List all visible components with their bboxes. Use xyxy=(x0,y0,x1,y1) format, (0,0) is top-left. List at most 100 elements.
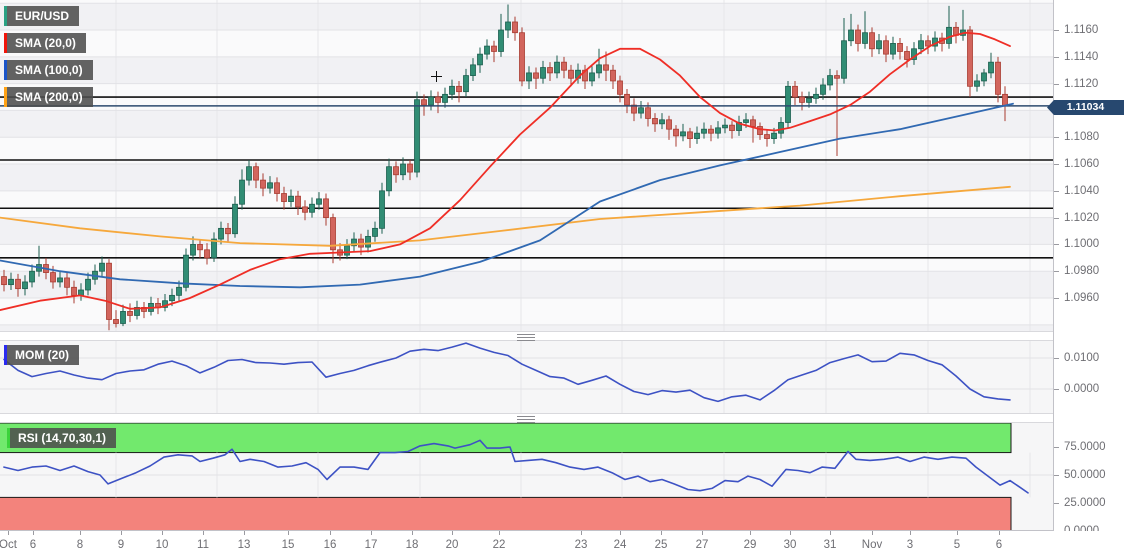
legend-mom-label: MOM (20) xyxy=(15,348,69,362)
drag-grip-icon xyxy=(517,334,535,341)
date-tick-label: 17 xyxy=(364,539,378,551)
date-tick-label: 30 xyxy=(783,539,797,551)
date-tickmark xyxy=(620,531,621,535)
date-tickmark xyxy=(872,531,873,535)
price-tick-label: 1.1040 xyxy=(1064,184,1100,197)
date-tickmark xyxy=(702,531,703,535)
date-tickmark xyxy=(830,531,831,535)
date-tickmark xyxy=(412,531,413,535)
rsi-tick-label-tickmark xyxy=(1054,446,1059,448)
date-tick-label: 25 xyxy=(654,539,668,551)
date-tickmark xyxy=(661,531,662,535)
rsi-tick-label: 25.0000 xyxy=(1064,496,1106,509)
date-tick-label: 23 xyxy=(574,539,588,551)
date-tick-label: 13 xyxy=(237,539,251,551)
date-tickmark xyxy=(371,531,372,535)
date-tick-label: 15 xyxy=(281,539,295,551)
price-tick-label-tickmark xyxy=(1054,164,1059,166)
date-tickmark xyxy=(452,531,453,535)
legend-sma200-label: SMA (200,0) xyxy=(15,90,83,104)
oversold-zone xyxy=(0,496,1012,532)
date-tickmark xyxy=(33,531,34,535)
horizontal-level-lines[interactable] xyxy=(0,96,1053,259)
sma-overlays xyxy=(0,31,1014,312)
date-tick-label: Nov xyxy=(861,539,883,551)
legend-eurusd-label: EUR/USD xyxy=(15,9,70,23)
price-tick-label: 1.0960 xyxy=(1064,292,1100,305)
legend-sma20-label: SMA (20,0) xyxy=(15,36,76,50)
date-tickmark xyxy=(581,531,582,535)
date-tick-label: 22 xyxy=(492,539,506,551)
date-tickmark xyxy=(499,531,500,535)
panel-resize-handle-mom[interactable] xyxy=(0,331,1124,341)
date-tick-label: 29 xyxy=(743,539,757,551)
eurusd-color-bar xyxy=(4,6,7,26)
date-tickmark xyxy=(121,531,122,535)
date-tickmark xyxy=(244,531,245,535)
price-tick-label-tickmark xyxy=(1054,217,1059,219)
sma20-color-bar xyxy=(4,33,7,53)
candlestick-series xyxy=(1,4,1008,331)
date-tick-label: 5 xyxy=(953,539,961,551)
mom-panel xyxy=(0,341,1053,413)
drag-grip-icon xyxy=(517,416,535,423)
legend-sma200[interactable]: SMA (200,0) xyxy=(4,87,93,107)
date-tickmark xyxy=(8,531,9,535)
last-price-badge: 1.11034 xyxy=(1047,100,1124,115)
legend-sma100[interactable]: SMA (100,0) xyxy=(4,60,93,80)
date-tick-label: 8 xyxy=(76,539,84,551)
time-axis[interactable]: Oct 6 8 9 10 11 13 15 16 17 18 20 22 23 24 25 27 29 30 31 No… xyxy=(0,531,1124,558)
date-tick-label: 3 xyxy=(906,539,914,551)
price-tick-label: 1.1140 xyxy=(1064,50,1099,63)
rsi-tick-label-tickmark xyxy=(1054,502,1059,504)
date-tickmark xyxy=(330,531,331,535)
price-tick-label: 1.1120 xyxy=(1064,77,1099,90)
legend-sma100-label: SMA (100,0) xyxy=(15,63,83,77)
date-tick-label: 16 xyxy=(323,539,337,551)
chart-plot-area[interactable] xyxy=(0,0,1053,558)
mom-tick-label-tickmark xyxy=(1054,389,1059,390)
date-tick-label: Oct xyxy=(0,539,17,551)
mom-tick-label: 0.0000 xyxy=(1064,383,1100,395)
date-tickmark xyxy=(80,531,81,535)
legend-rsi[interactable]: RSI (14,70,30,1) xyxy=(7,428,117,448)
legend-eurusd[interactable]: EUR/USD xyxy=(4,6,80,26)
rsi-tick-label: 50.0000 xyxy=(1064,468,1106,481)
panel-resize-handle-rsi[interactable] xyxy=(0,413,1124,423)
legend-mom[interactable]: MOM (20) xyxy=(4,345,79,365)
date-tick-label: 31 xyxy=(823,539,837,551)
price-tick-label: 1.1060 xyxy=(1064,158,1100,171)
rsi-color-bar xyxy=(7,428,10,448)
price-grid xyxy=(0,0,1053,331)
legend-rsi-label: RSI (14,70,30,1) xyxy=(18,431,107,445)
price-axis[interactable]: 1.1160 1.1140 1.1120 1.1080 1.1060 1.1040 1.10… xyxy=(1053,0,1124,537)
date-tickmark xyxy=(203,531,204,535)
date-tickmark xyxy=(910,531,911,535)
date-tick-label: 10 xyxy=(155,539,169,551)
price-tick-label: 1.1080 xyxy=(1064,131,1100,144)
date-tickmark xyxy=(790,531,791,535)
date-tick-label: 6 xyxy=(29,539,37,551)
rsi-tick-label: 75.0000 xyxy=(1064,440,1106,453)
legend-sma20[interactable]: SMA (20,0) xyxy=(4,33,86,53)
rsi-panel xyxy=(0,422,1053,532)
date-tick-label: 6 xyxy=(995,539,1003,551)
price-tick-label-tickmark xyxy=(1054,137,1059,139)
date-tick-label: 24 xyxy=(613,539,627,551)
price-tick-label-tickmark xyxy=(1054,30,1059,32)
price-tick-label: 1.1000 xyxy=(1064,238,1100,251)
date-tickmark xyxy=(162,531,163,535)
date-tick-label: 20 xyxy=(445,539,459,551)
price-tick-label: 1.1160 xyxy=(1064,24,1099,37)
sma200-color-bar xyxy=(4,87,7,107)
price-tick-label-tickmark xyxy=(1054,190,1059,192)
price-tick-label-tickmark xyxy=(1054,83,1059,85)
price-tick-label-tickmark xyxy=(1054,56,1059,58)
date-tickmark xyxy=(288,531,289,535)
date-tick-label: 9 xyxy=(117,539,125,551)
mom-tick-label-tickmark xyxy=(1054,357,1059,359)
overbought-zone xyxy=(0,422,1012,454)
price-tick-label-tickmark xyxy=(1054,244,1059,246)
date-tick-label: 18 xyxy=(405,539,419,551)
